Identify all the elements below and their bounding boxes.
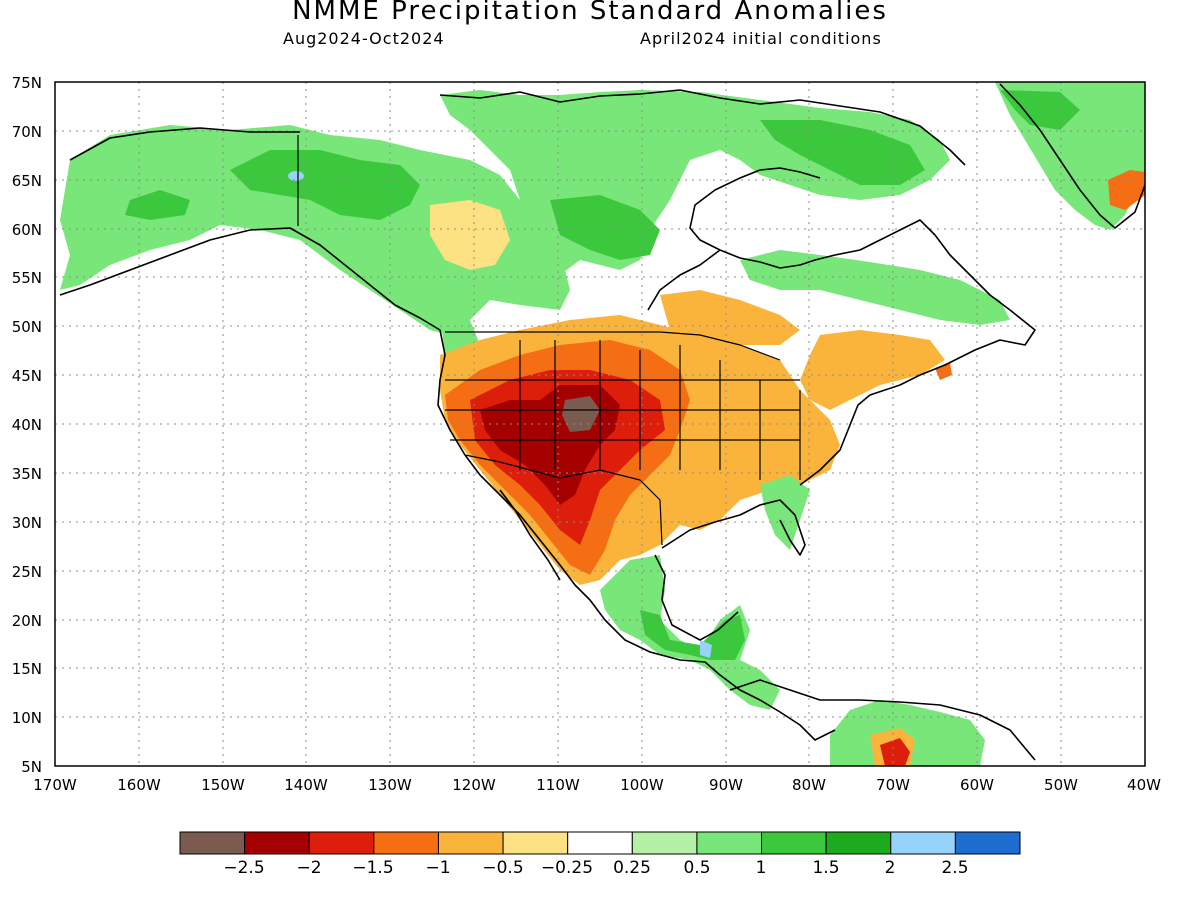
longitude-labels: 170W 160W 150W 140W 130W 120W 110W 100W … — [33, 776, 1161, 794]
northern-ontario-dry-region — [660, 290, 800, 345]
colorbar — [179, 831, 1021, 855]
latitude-labels: 75N 70N 65N 60N 55N 50N 45N 40N 35N 30N … — [12, 74, 42, 776]
colorbar-label: −1.5 — [352, 858, 393, 878]
colorbar-label: 0.25 — [613, 858, 651, 878]
colorbar-label: 1.5 — [812, 858, 839, 878]
colorbar-swatch — [954, 831, 1021, 855]
lon-label: 50W — [1044, 776, 1078, 794]
valid-period: Aug2024-Oct2024 — [283, 29, 445, 48]
lat-label: 55N — [12, 269, 42, 287]
lat-label: 25N — [12, 563, 42, 581]
florida-wet-region — [760, 475, 810, 550]
colorbar-labels: −2.5 −2 −1.5 −1 −0.5 −0.25 0.25 0.5 1 1.… — [223, 858, 968, 878]
colorbar-label: 2 — [885, 858, 896, 878]
colorbar-label: −1 — [425, 858, 450, 878]
quebec-labrador-wet-region — [740, 250, 1010, 325]
colorbar-swatch — [825, 831, 892, 855]
colorbar-label: −0.25 — [541, 858, 593, 878]
lon-label: 150W — [201, 776, 245, 794]
coastlines — [59, 83, 1145, 761]
lat-label: 45N — [12, 367, 42, 385]
four-corners-extreme-dry — [562, 396, 600, 432]
central-america-core-wet — [640, 610, 745, 660]
lat-label: 5N — [21, 758, 42, 776]
colorbar-swatch — [631, 831, 698, 855]
colorbar-label: 0.5 — [683, 858, 710, 878]
central-america-very-wet — [700, 640, 712, 658]
lon-label: 40W — [1127, 776, 1161, 794]
colorbar-swatch — [308, 831, 375, 855]
mexico-wet-region — [600, 555, 780, 710]
colorbar-swatch — [502, 831, 569, 855]
lat-label: 30N — [12, 514, 42, 532]
lat-label: 10N — [12, 709, 42, 727]
colorbar-label: 2.5 — [941, 858, 968, 878]
alaska-wet-region — [60, 125, 570, 335]
lat-label: 60N — [12, 221, 42, 239]
alaska-very-wet-spot — [288, 171, 304, 181]
colorbar-swatch — [244, 831, 310, 855]
colorbar-swatch — [179, 831, 246, 855]
lon-label: 160W — [117, 776, 161, 794]
lat-label: 35N — [12, 465, 42, 483]
lon-label: 90W — [709, 776, 743, 794]
lat-label: 50N — [12, 318, 42, 336]
lat-label: 75N — [12, 74, 42, 92]
lon-label: 80W — [792, 776, 826, 794]
alaska-core-wet-region — [230, 150, 420, 220]
greenland-core-wet — [1000, 90, 1080, 130]
gridlines — [55, 82, 1145, 766]
central-canada-dry-region — [430, 200, 510, 270]
colorbar-label: −2 — [296, 858, 321, 878]
lat-label: 20N — [12, 612, 42, 630]
lon-label: 130W — [368, 776, 412, 794]
lon-label: 140W — [284, 776, 328, 794]
political-borders — [297, 135, 801, 546]
lon-label: 170W — [33, 776, 77, 794]
map-frame — [54, 81, 1146, 767]
alaska-south-wet-region — [125, 190, 190, 220]
baffin-wet-region — [760, 120, 925, 185]
colorbar-label: 1 — [756, 858, 767, 878]
lon-label: 100W — [620, 776, 664, 794]
lon-label: 60W — [960, 776, 994, 794]
colorbar-swatch — [890, 831, 956, 855]
colorbar-swatch — [696, 831, 763, 855]
lon-label: 70W — [876, 776, 910, 794]
initial-conditions: April2024 initial conditions — [640, 29, 882, 48]
lat-label: 65N — [12, 172, 42, 190]
colorbar-swatch — [373, 831, 439, 855]
lat-label: 70N — [12, 123, 42, 141]
colorbar-label: −0.5 — [482, 858, 523, 878]
map-title: NMME Precipitation Standard Anomalies — [292, 0, 888, 26]
greenland-dry-spot — [1108, 170, 1145, 210]
lat-label: 15N — [12, 660, 42, 678]
northeast-dry-region — [800, 330, 945, 410]
south-america-very-dry — [880, 738, 910, 766]
colorbar-label: −2.5 — [223, 858, 264, 878]
lon-label: 120W — [452, 776, 496, 794]
map-panel — [55, 82, 1145, 766]
lon-label: 110W — [536, 776, 580, 794]
colorbar-swatch — [567, 831, 633, 855]
colorbar-swatch — [761, 831, 827, 855]
hudson-region-wet — [550, 195, 660, 260]
colorbar-swatch — [437, 831, 504, 855]
lat-label: 40N — [12, 416, 42, 434]
